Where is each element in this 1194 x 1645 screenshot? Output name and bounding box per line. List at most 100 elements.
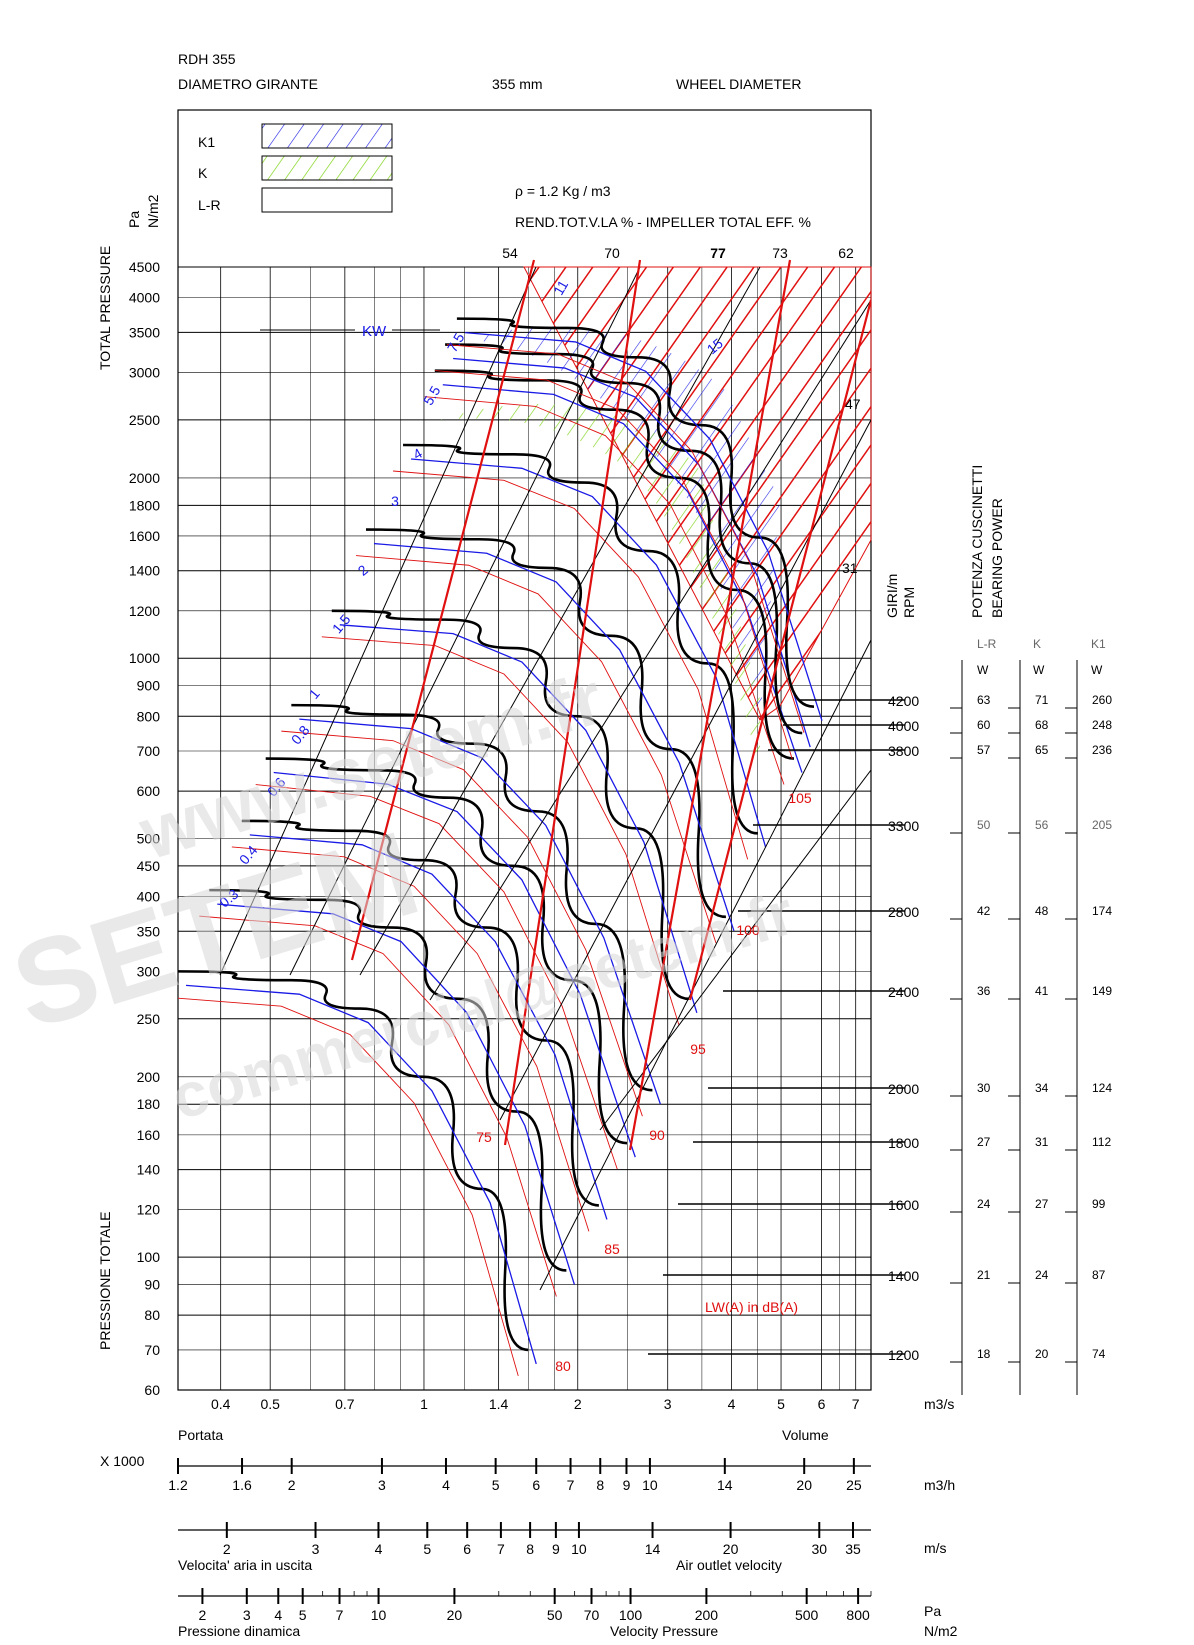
noise-value: 105 <box>788 790 812 806</box>
rpm-curve-2400 <box>331 609 689 1001</box>
rpm-value: 2400 <box>888 984 919 1000</box>
rpm-curve-1200 <box>178 970 529 1352</box>
power-curve <box>442 384 803 773</box>
bearing-value: 57 <box>977 743 991 757</box>
scale-tick-label: 5 <box>492 1477 500 1493</box>
scale-tick-label: 20 <box>796 1477 812 1493</box>
y-tick-label: 200 <box>137 1069 161 1085</box>
noise-curve <box>199 915 557 1297</box>
m3h-unit: m3/h <box>924 1477 955 1493</box>
y-tick-label: 1600 <box>129 528 160 544</box>
power-curve <box>464 331 823 721</box>
y-tick-label: 400 <box>137 889 161 905</box>
bearing-value: 31 <box>1035 1135 1049 1149</box>
scale-tick-label: 4 <box>442 1477 450 1493</box>
m3h-multiplier: X 1000 <box>100 1453 145 1469</box>
noise-value: 100 <box>736 922 760 938</box>
efficiency-line-54 <box>350 259 536 961</box>
y-tick-label: 180 <box>137 1096 161 1112</box>
scale-tick-label: 3 <box>312 1541 320 1557</box>
rpm-value: 1200 <box>888 1347 919 1363</box>
scale-tick-label: 4 <box>375 1541 383 1557</box>
watermark: www.setem.fr SETEM commercial@setem.fr <box>0 656 802 1133</box>
y-tick-label: 900 <box>137 678 161 694</box>
k-zone <box>440 404 760 770</box>
x-unit-m3s: m3/s <box>924 1396 954 1412</box>
noise-curve <box>355 555 717 943</box>
bearing-value: 68 <box>1035 718 1049 732</box>
noise-unit-label: LW(A) in dB(A) <box>705 1299 798 1315</box>
legend-swatch-lr <box>261 187 393 213</box>
bearing-value: 21 <box>977 1268 991 1282</box>
scale-tick-label: 100 <box>619 1607 643 1623</box>
kw-value: 1.5 <box>329 611 354 636</box>
bearing-col-k1: K1 <box>1091 637 1106 651</box>
y-tick-label: 1000 <box>129 650 160 666</box>
bearing-value: 27 <box>1035 1197 1049 1211</box>
rpm-label-it: GIRI/m <box>884 574 900 618</box>
rpm-value: 3300 <box>888 818 919 834</box>
dyn-unit-nm2: N/m2 <box>924 1623 958 1639</box>
bearing-value: 56 <box>1035 818 1049 832</box>
y-axis-label-bottom: PRESSIONE TOTALE <box>97 1212 113 1351</box>
bearing-value: 48 <box>1035 904 1049 918</box>
y-tick-label: 80 <box>144 1307 160 1323</box>
efficiency-value: 62 <box>838 245 854 261</box>
noise-curve <box>281 730 643 1117</box>
y-unit-pa: Pa <box>126 211 142 228</box>
legend-label-k: K <box>198 165 208 181</box>
y-tick-label: 500 <box>137 831 161 847</box>
bearing-value: 124 <box>1092 1081 1112 1095</box>
scale-tick-label: 9 <box>623 1477 631 1493</box>
bearing-value: 74 <box>1092 1347 1106 1361</box>
noise-value: 90 <box>649 1127 665 1143</box>
bearing-col-lr: L-R <box>977 637 997 651</box>
bearing-value: 27 <box>977 1135 991 1149</box>
y-tick-label: 250 <box>137 1011 161 1027</box>
x-tick-label: 2 <box>574 1396 582 1412</box>
bearing-values: 63 71 260 60 68 248 57 65 236 50 56 205 42 48 174 36 41 1… <box>950 693 1112 1363</box>
rpm-curve-1400 <box>209 888 567 1272</box>
efficiency-lines <box>350 259 871 1151</box>
rpm-curves <box>178 266 871 1377</box>
x-label-en: Volume <box>782 1427 829 1443</box>
y-tick-label: 2500 <box>129 412 160 428</box>
bearing-value: 24 <box>1035 1268 1049 1282</box>
scale-tick-label: 10 <box>642 1477 658 1493</box>
scale-tick-label: 2 <box>288 1477 296 1493</box>
bearing-value: 149 <box>1092 984 1112 998</box>
rpm-value: 2000 <box>888 1081 919 1097</box>
rpm-curve-3300 <box>403 443 758 835</box>
y-tick-label: 90 <box>144 1277 160 1293</box>
y-tick-label: 450 <box>137 858 161 874</box>
y-tick-label: 160 <box>137 1127 161 1143</box>
scale-tick-label: 70 <box>584 1607 600 1623</box>
scale-tick-label: 8 <box>596 1477 604 1493</box>
bearing-value: 205 <box>1092 818 1112 832</box>
bearing-col-k: K <box>1033 637 1041 651</box>
x-label-it: Portata <box>178 1427 223 1443</box>
rpm-value: 4200 <box>888 693 919 709</box>
y-tick-label: 1400 <box>129 563 160 579</box>
limit-label-47: 47 <box>845 396 861 412</box>
scale-tick-label: 1.2 <box>168 1477 188 1493</box>
bearing-value: 174 <box>1092 904 1112 918</box>
legend-swatch-k1 <box>261 123 393 149</box>
bearing-value: 24 <box>977 1197 991 1211</box>
dyn-label-it: Pressione dinamica <box>178 1623 300 1639</box>
y-tick-label: 70 <box>144 1342 160 1358</box>
power-curve <box>273 771 636 1158</box>
bearing-value: 60 <box>977 718 991 732</box>
rpm-curve-1800 <box>265 757 628 1145</box>
efficiency-value: 77 <box>710 245 726 261</box>
rpm-curve-2000 <box>291 703 653 1092</box>
scale-tick-label: 5 <box>299 1607 307 1623</box>
bearing-unit-lr: W <box>977 663 989 677</box>
bearing-unit-k1: W <box>1091 663 1103 677</box>
noise-curve <box>255 784 618 1170</box>
scale-tick-label: 6 <box>532 1477 540 1493</box>
y-tick-label: 4500 <box>129 259 160 275</box>
scale-tick-label: 14 <box>717 1477 733 1493</box>
y-tick-label: 120 <box>137 1202 161 1218</box>
